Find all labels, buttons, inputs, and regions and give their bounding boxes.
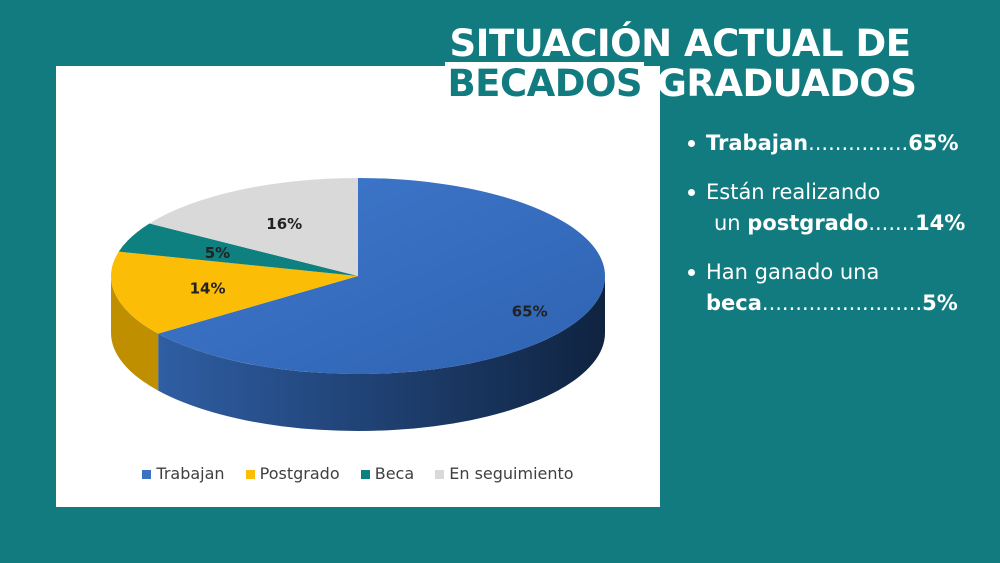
- legend-item-trabajan: Trabajan: [142, 464, 225, 483]
- pie-slice-en-seguimiento: [149, 178, 358, 276]
- pie-chart-panel: 65% 14% 5% 16% Trabajan Postgrado Beca En s…: [56, 66, 660, 507]
- legend-label-en-seguimiento: En seguimiento: [449, 464, 574, 483]
- data-label-postgrado: 14%: [190, 279, 226, 297]
- legend-swatch-trabajan: [142, 470, 152, 479]
- stat-trabajan: Trabajan...............65%: [688, 128, 988, 159]
- pie-side-postgrado: [111, 276, 159, 391]
- bullet-icon: [688, 140, 695, 147]
- stat-label: beca: [706, 291, 762, 315]
- stat-beca: Han ganado una beca.....................…: [688, 257, 988, 319]
- stat-text: Están realizando: [706, 180, 881, 204]
- legend-label-beca: Beca: [374, 464, 415, 483]
- stat-text: Han ganado una: [706, 260, 880, 284]
- stat-value: 65%: [908, 131, 959, 155]
- legend-swatch-en-seguimiento: [435, 470, 445, 479]
- title-line-1: SITUACIÓN ACTUAL DE: [449, 22, 911, 65]
- stat-label: Trabajan: [706, 131, 809, 155]
- stat-dots: ...............: [808, 131, 909, 155]
- title-highlight: BECADOS: [445, 62, 645, 105]
- legend-label-trabajan: Trabajan: [156, 464, 225, 483]
- stats-list: Trabajan...............65% Están realiza…: [688, 128, 988, 337]
- legend-item-postgrado: Postgrado: [245, 464, 340, 483]
- bullet-icon: [688, 269, 695, 276]
- stat-value: 5%: [922, 291, 958, 315]
- chart-legend: Trabajan Postgrado Beca En seguimiento: [56, 464, 660, 483]
- title-line-2: BECADOS GRADUADOS: [430, 62, 930, 105]
- data-label-beca: 5%: [205, 244, 230, 262]
- legend-item-beca: Beca: [360, 464, 415, 483]
- bullet-icon: [688, 189, 695, 196]
- page-title: SITUACIÓN ACTUAL DE BECADOS GRADUADOS: [430, 22, 930, 105]
- pie-slice-beca: [118, 223, 358, 276]
- stat-dots: .......: [868, 211, 916, 235]
- stat-dots: ........................: [761, 291, 923, 315]
- legend-label-postgrado: Postgrado: [259, 464, 340, 483]
- pie-chart: 65% 14% 5% 16%: [111, 178, 606, 432]
- pie-slice-trabajan: [158, 178, 606, 374]
- stat-value: 14%: [915, 211, 966, 235]
- stat-text: un: [714, 211, 748, 235]
- legend-swatch-postgrado: [245, 470, 255, 479]
- data-label-trabajan: 65%: [512, 303, 548, 321]
- pie-slice-postgrado: [111, 251, 358, 334]
- legend-swatch-beca: [360, 470, 370, 479]
- stat-label: postgrado: [747, 211, 869, 235]
- legend-item-en-seguimiento: En seguimiento: [435, 464, 574, 483]
- title-rest: GRADUADOS: [656, 62, 917, 105]
- pie-side-trabajan: [158, 276, 606, 432]
- stat-postgrado: Están realizando un postgrado.......14%: [688, 177, 988, 239]
- data-label-en-seguimiento: 16%: [266, 215, 302, 233]
